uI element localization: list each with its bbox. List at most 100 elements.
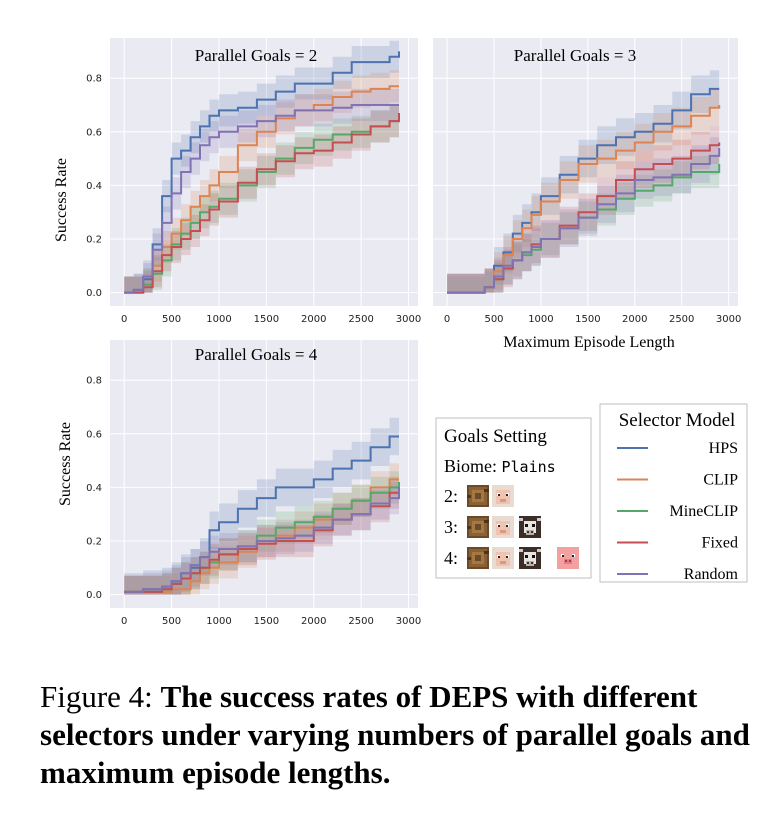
x-tick-label: 3000 bbox=[716, 314, 741, 325]
cow-icon bbox=[519, 547, 541, 569]
goal-row-label: 3: bbox=[444, 517, 458, 537]
x-tick-label: 2500 bbox=[348, 314, 373, 325]
x-tick-labels: 0 500 1000 1500 2000 2500 3000 bbox=[121, 314, 421, 325]
y-tick-label: 0.0 bbox=[86, 590, 102, 601]
band-random bbox=[124, 471, 399, 595]
panel-title: Parallel Goals = 4 bbox=[195, 345, 318, 364]
y-tick-label: 0.8 bbox=[86, 376, 102, 387]
caption-text: The success rates of DEPS with different… bbox=[40, 679, 750, 790]
x-tick-labels: 0 500 1000 1500 2000 2500 3000 bbox=[121, 616, 421, 627]
chart-panel-goals-4: 0 500 1000 1500 2000 2500 3000 0.0 0.2 0.4 0.6 0.8… bbox=[57, 340, 421, 627]
x-tick-label: 1000 bbox=[206, 314, 231, 325]
caption-label: Figure 4: bbox=[40, 679, 153, 714]
biome-value: Plains bbox=[502, 458, 556, 476]
log-icon bbox=[467, 547, 489, 569]
figure-caption: Figure 4: The success rates of DEPS with… bbox=[40, 678, 760, 792]
sheep-icon bbox=[492, 516, 514, 538]
x-tick-label: 2000 bbox=[301, 616, 326, 627]
series-line-random bbox=[124, 487, 400, 593]
cow-icon bbox=[519, 516, 541, 538]
y-tick-labels: 0.0 0.2 0.4 0.6 0.8 bbox=[86, 376, 102, 601]
y-tick-labels: 0.0 0.2 0.4 0.6 0.8 bbox=[86, 74, 102, 299]
biome-label: Biome: Plains bbox=[444, 456, 556, 476]
selector-legend-title: Selector Model bbox=[619, 410, 736, 431]
y-tick-label: 0.8 bbox=[86, 74, 102, 85]
chart-panel-goals-3: 0 500 1000 1500 2000 2500 3000 Parallel Goals … bbox=[433, 38, 741, 351]
sheep-icon bbox=[492, 485, 514, 507]
x-tick-label: 2500 bbox=[348, 616, 373, 627]
x-tick-label: 2000 bbox=[622, 314, 647, 325]
x-tick-label: 2000 bbox=[301, 314, 326, 325]
series-line-fixed bbox=[447, 142, 721, 294]
goal-row-3-icons bbox=[467, 516, 541, 538]
chart-panel-goals-2: 0 500 1000 1500 2000 2500 3000 0.0 0.2 0.4 0.6 0.8… bbox=[53, 35, 421, 325]
selector-model-legend: Selector Model HPS CLIP MineCLIP Fixed Rando… bbox=[599, 403, 748, 583]
x-tick-label: 0 bbox=[121, 616, 127, 627]
band-hps bbox=[124, 417, 399, 595]
band-hps bbox=[447, 70, 720, 293]
legend-label-clip: CLIP bbox=[703, 472, 738, 489]
x-tick-label: 2500 bbox=[669, 314, 694, 325]
goal-row-label: 4: bbox=[444, 548, 458, 568]
band-mineclip bbox=[447, 147, 720, 293]
x-tick-label: 1000 bbox=[528, 314, 553, 325]
goals-legend-title: Goals Setting bbox=[444, 426, 547, 447]
band-fixed bbox=[447, 123, 720, 293]
pig-icon bbox=[557, 547, 579, 569]
y-tick-label: 0.6 bbox=[86, 429, 102, 440]
x-tick-label: 0 bbox=[121, 314, 127, 325]
plot-area bbox=[433, 38, 738, 306]
series-line-random bbox=[124, 104, 399, 294]
y-tick-label: 0.4 bbox=[86, 181, 102, 192]
band-clip bbox=[124, 463, 399, 595]
goals-setting-legend: Goals Setting Biome: Plains 2: 3: 4: bbox=[435, 417, 592, 579]
x-tick-labels: 0 500 1000 1500 2000 2500 3000 bbox=[444, 314, 741, 325]
x-tick-label: 500 bbox=[162, 314, 181, 325]
panel-title: Parallel Goals = 2 bbox=[195, 46, 317, 65]
band-mineclip bbox=[124, 466, 399, 595]
legend-label-fixed: Fixed bbox=[702, 535, 738, 552]
x-tick-label: 500 bbox=[162, 616, 181, 627]
legend-label-hps: HPS bbox=[709, 440, 738, 457]
series-line-hps bbox=[447, 87, 720, 294]
x-tick-label: 0 bbox=[444, 314, 450, 325]
series-lines bbox=[124, 435, 400, 593]
series-line-clip bbox=[447, 105, 721, 294]
gridlines bbox=[433, 38, 738, 306]
y-axis-label: Success Rate bbox=[53, 158, 70, 242]
goal-row-label: 2: bbox=[444, 486, 458, 506]
series-lines bbox=[124, 51, 400, 294]
band-mineclip bbox=[124, 97, 399, 293]
legend-label-random: Random bbox=[684, 566, 739, 583]
log-icon bbox=[467, 516, 489, 538]
x-tick-label: 1000 bbox=[206, 616, 231, 627]
goal-row-4-icons bbox=[467, 547, 579, 569]
series-lines bbox=[447, 87, 721, 294]
x-tick-label: 1500 bbox=[254, 314, 279, 325]
x-tick-label: 1500 bbox=[575, 314, 600, 325]
plot-area bbox=[110, 340, 418, 608]
biome-label-text: Biome: bbox=[444, 456, 497, 476]
x-tick-label: 3000 bbox=[396, 616, 421, 627]
y-tick-label: 0.2 bbox=[86, 235, 102, 246]
y-tick-label: 0.0 bbox=[86, 288, 102, 299]
legend-label-mineclip: MineCLIP bbox=[670, 503, 739, 520]
y-tick-label: 0.6 bbox=[86, 127, 102, 138]
log-icon bbox=[467, 485, 489, 507]
series-line-fixed bbox=[124, 113, 400, 294]
legend-box bbox=[599, 403, 748, 583]
y-axis-label: Success Rate bbox=[57, 422, 74, 506]
x-axis-label: Maximum Episode Length bbox=[503, 334, 675, 351]
band-clip bbox=[447, 86, 720, 293]
x-tick-label: 3000 bbox=[396, 314, 421, 325]
sheep-icon bbox=[492, 547, 514, 569]
figure-canvas: 0 500 1000 1500 2000 2500 3000 0.0 0.2 0.4 0.6 0.8… bbox=[53, 35, 748, 627]
panel-title: Parallel Goals = 3 bbox=[514, 46, 636, 65]
x-tick-label: 500 bbox=[484, 314, 503, 325]
band-fixed bbox=[124, 97, 399, 293]
series-line-random bbox=[447, 147, 721, 294]
series-line-hps bbox=[124, 51, 400, 294]
y-tick-label: 0.4 bbox=[86, 483, 102, 494]
y-tick-label: 0.2 bbox=[86, 537, 102, 548]
x-tick-label: 1500 bbox=[254, 616, 279, 627]
